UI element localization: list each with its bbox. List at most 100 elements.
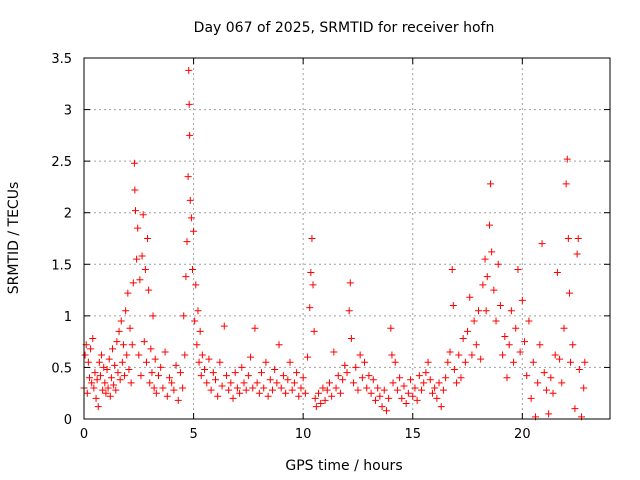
- plot-frame: [83, 57, 611, 420]
- data-point: [565, 289, 573, 297]
- data-point: [391, 358, 399, 366]
- data-point: [367, 389, 375, 397]
- data-point: [99, 386, 107, 394]
- data-point: [580, 384, 588, 392]
- data-point: [323, 386, 331, 394]
- data-point: [125, 365, 133, 373]
- data-point: [455, 351, 463, 359]
- chart-title: Day 067 of 2025, SRMTID for receiver hof…: [194, 20, 495, 36]
- data-point: [466, 293, 474, 301]
- data-point: [301, 389, 309, 397]
- data-point: [380, 386, 388, 394]
- data-point: [468, 351, 476, 359]
- data-point: [540, 369, 548, 377]
- data-point: [83, 389, 91, 397]
- data-point: [101, 379, 109, 387]
- data-point: [556, 355, 564, 363]
- data-point: [562, 180, 570, 188]
- data-point: [145, 286, 153, 294]
- data-point: [126, 324, 134, 332]
- data-point: [398, 394, 406, 402]
- data-point: [121, 372, 129, 380]
- data-point: [551, 351, 559, 359]
- data-point: [255, 389, 263, 397]
- data-point: [510, 358, 518, 366]
- data-point: [271, 365, 279, 373]
- data-point: [512, 324, 520, 332]
- data-point: [516, 348, 524, 356]
- data-point: [118, 358, 126, 366]
- data-point: [253, 379, 261, 387]
- data-point: [129, 279, 137, 287]
- data-point: [94, 403, 102, 411]
- data-point: [159, 384, 167, 392]
- data-point: [227, 379, 235, 387]
- data-point: [288, 386, 296, 394]
- data-point: [374, 384, 382, 392]
- data-point: [110, 381, 118, 389]
- data-point: [501, 332, 509, 340]
- data-point: [179, 384, 187, 392]
- data-point: [249, 384, 257, 392]
- data-point: [534, 379, 542, 387]
- data-point: [186, 196, 194, 204]
- data-point: [207, 386, 215, 394]
- data-point: [115, 327, 123, 335]
- data-point: [343, 369, 351, 377]
- data-point: [549, 389, 557, 397]
- data-point: [92, 394, 100, 402]
- data-point: [479, 281, 487, 289]
- data-point: [203, 379, 211, 387]
- data-point: [378, 403, 386, 411]
- data-point: [328, 392, 336, 400]
- data-point: [442, 374, 450, 382]
- data-point: [114, 369, 122, 377]
- data-point: [122, 307, 130, 315]
- data-point: [444, 358, 452, 366]
- data-point: [571, 405, 579, 413]
- x-axis-title: GPS time / hours: [285, 458, 402, 474]
- data-point: [148, 369, 156, 377]
- data-points: [80, 66, 589, 421]
- data-point: [214, 392, 222, 400]
- data-point: [140, 338, 148, 346]
- data-point: [426, 376, 434, 384]
- data-point: [87, 345, 95, 353]
- data-point: [564, 235, 572, 242]
- data-point: [139, 211, 147, 219]
- data-point: [222, 372, 230, 380]
- data-point: [172, 361, 180, 369]
- data-point: [209, 369, 217, 377]
- data-point: [106, 392, 114, 400]
- data-point: [89, 335, 97, 343]
- data-point: [168, 379, 176, 387]
- data-point: [244, 372, 252, 380]
- data-point: [310, 327, 318, 335]
- data-point: [521, 338, 529, 346]
- data-point: [415, 372, 423, 380]
- data-point: [475, 307, 482, 315]
- y-tick-label: 3.5: [51, 52, 72, 67]
- data-point: [334, 372, 342, 380]
- data-point: [371, 396, 379, 404]
- data-point: [181, 351, 189, 359]
- data-point: [198, 351, 206, 359]
- data-point: [446, 348, 454, 356]
- data-point: [477, 355, 485, 363]
- data-point: [308, 235, 316, 242]
- data-point: [321, 396, 329, 404]
- data-point: [483, 273, 491, 281]
- data-point: [560, 324, 568, 332]
- data-point: [95, 358, 103, 366]
- data-point: [155, 372, 163, 380]
- data-point: [185, 100, 193, 108]
- data-point: [128, 341, 136, 349]
- data-point: [130, 159, 138, 167]
- data-point: [111, 361, 119, 369]
- data-point: [102, 389, 110, 397]
- data-point: [448, 265, 456, 273]
- data-point: [193, 341, 201, 349]
- data-point: [93, 376, 101, 384]
- data-point: [418, 386, 426, 394]
